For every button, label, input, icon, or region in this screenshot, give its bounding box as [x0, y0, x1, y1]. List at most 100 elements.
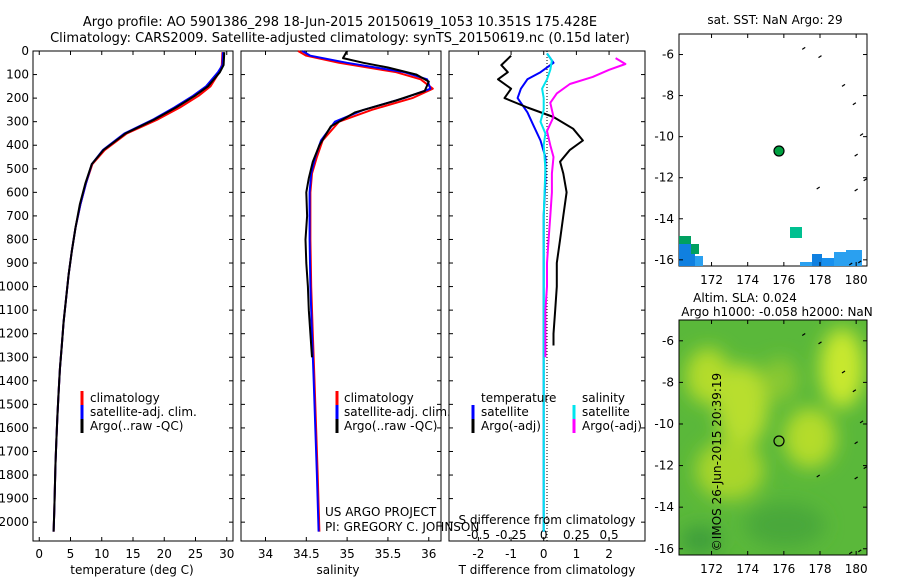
salinity-axes-box — [240, 50, 442, 542]
island-speck — [859, 133, 864, 137]
salinity-axis-label: salinity — [316, 563, 359, 577]
project-label: US ARGO PROJECT — [325, 505, 437, 519]
s-tick-label: -0.5 — [467, 528, 490, 542]
sst-pixel — [790, 227, 802, 238]
t-difference-axis-label: T difference from climatology — [458, 563, 636, 577]
series-line — [52, 52, 226, 532]
pressure-tick-label: 1600 — [0, 421, 29, 435]
lat-tick-label: -10 — [654, 417, 674, 431]
sst-pixel — [822, 258, 834, 266]
sst-pixel — [679, 254, 695, 266]
island-speck — [841, 83, 846, 87]
island-speck — [852, 102, 857, 106]
temperature-panel: 0100200300400500600700800900100011001200… — [0, 44, 234, 577]
imos-watermark: ©IMOS 26-Jun-2015 20:39:19 — [710, 373, 724, 551]
pressure-tick-label: 700 — [6, 209, 29, 223]
legend-clim-label: climatology — [344, 391, 414, 405]
sst-map-panel: sat. SST: NaN Argo: 29 -6-8-10-12-14-16 … — [654, 13, 867, 287]
island-speck — [857, 260, 862, 264]
temperature-tick-labels: 0 5 10 15 20 25 30 — [35, 51, 234, 561]
legend-t-sat-label: satellite — [481, 405, 529, 419]
series-line — [297, 50, 434, 532]
x-tick-label: 10 — [94, 547, 109, 561]
difference-legend: temperature satellite Argo(-adj) salinit… — [471, 391, 642, 433]
lat-tick-label: -14 — [654, 212, 674, 226]
island-speck — [841, 370, 846, 374]
sst-pixels — [679, 227, 862, 266]
temperature-axis-label: temperature (deg C) — [70, 563, 193, 577]
island-markers — [801, 333, 868, 555]
island-speck — [863, 466, 868, 470]
pressure-tick-label: 1100 — [0, 303, 29, 317]
sst-pixel — [691, 244, 699, 254]
s-tick-label: 0.5 — [600, 528, 619, 542]
island-speck — [801, 46, 806, 50]
lat-tick-label: -10 — [654, 130, 674, 144]
argo-float-marker — [773, 435, 785, 447]
s-tick-label: -0.25 — [496, 528, 527, 542]
sla-blob — [762, 358, 798, 402]
x-tick-label: 30 — [219, 547, 234, 561]
sst-pixel — [812, 254, 822, 266]
series-line — [497, 54, 584, 346]
x-tick-label: 20 — [157, 547, 172, 561]
sla-title-line2: Argo h1000: -0.058 h2000: NaN — [681, 305, 873, 319]
sst-pixel — [679, 236, 691, 244]
pressure-tick-label: 1700 — [0, 444, 29, 458]
pressure-tick-label: 1300 — [0, 350, 29, 364]
pi-label: PI: GREGORY C. JOHNSON — [325, 520, 479, 534]
sla-blob — [820, 328, 864, 408]
series-line — [516, 52, 555, 532]
x-tick-label: -2 — [472, 547, 484, 561]
difference-profile-lines — [497, 52, 627, 532]
x-tick-label: 34 — [258, 547, 273, 561]
legend-salinity-title: salinity — [582, 391, 625, 405]
pressure-tick-label: 500 — [6, 162, 29, 176]
x-tick-label: 25 — [188, 547, 203, 561]
s-difference-tick-labels: -0.5 -0.25 0 0.25 0.5 — [467, 528, 619, 542]
x-tick-label: 35.5 — [375, 547, 402, 561]
pressure-tick-label: 1900 — [0, 492, 29, 506]
pressure-tick-label: 1400 — [0, 374, 29, 388]
sst-map-area — [678, 33, 868, 267]
island-speck — [852, 389, 857, 393]
island-markers — [801, 46, 868, 266]
sla-map-frame — [678, 319, 868, 556]
salinity-y-ticks — [241, 50, 441, 523]
x-tick-label: -1 — [505, 547, 517, 561]
s-tick-label: 0 — [540, 528, 548, 542]
x-tick-label: 2 — [605, 547, 613, 561]
lat-tick-label: -8 — [662, 89, 674, 103]
x-tick-label: 35 — [339, 547, 354, 561]
sla-blob — [716, 364, 768, 448]
legend-argo-label: Argo(..raw -QC) — [344, 419, 437, 433]
difference-panel: -2 -1 0 1 2 -0.5 -0.25 0 0.25 0.5 S difference f… — [448, 50, 646, 577]
lon-tick-label: 172 — [700, 273, 723, 287]
lat-tick-label: -6 — [662, 48, 674, 62]
island-speck — [816, 186, 821, 190]
sla-blob — [680, 526, 720, 554]
series-line — [539, 52, 553, 532]
x-tick-label: 0 — [540, 547, 548, 561]
lon-tick-label: 172 — [700, 562, 723, 576]
lat-tick-label: -16 — [654, 542, 674, 556]
pressure-tick-label: 0 — [21, 44, 29, 58]
island-speck — [816, 474, 821, 478]
pressure-tick-labels: 0 100 200 300 400 500 600 700 800 900 1000 1100 1200… — [0, 44, 233, 529]
legend-argo-label: Argo(..raw -QC) — [90, 419, 183, 433]
salinity-profile-lines — [297, 50, 434, 532]
sst-longitude-ticks: 172 174 176 178 180 — [700, 34, 868, 287]
figure-title-line2: Climatology: CARS2009. Satellite-adjuste… — [50, 31, 630, 46]
pressure-tick-label: 1000 — [0, 280, 29, 294]
series-line — [52, 52, 224, 532]
island-speck — [818, 55, 822, 59]
island-speck — [818, 341, 822, 345]
lon-tick-label: 176 — [772, 562, 795, 576]
island-speck — [854, 476, 858, 480]
legend-temperature-title: temperature — [481, 391, 556, 405]
lon-tick-label: 174 — [736, 562, 759, 576]
pressure-tick-label: 1800 — [0, 468, 29, 482]
series-line — [304, 50, 430, 358]
sla-title-line1: Altim. SLA: 0.024 — [693, 291, 797, 305]
lat-tick-label: -6 — [662, 334, 674, 348]
